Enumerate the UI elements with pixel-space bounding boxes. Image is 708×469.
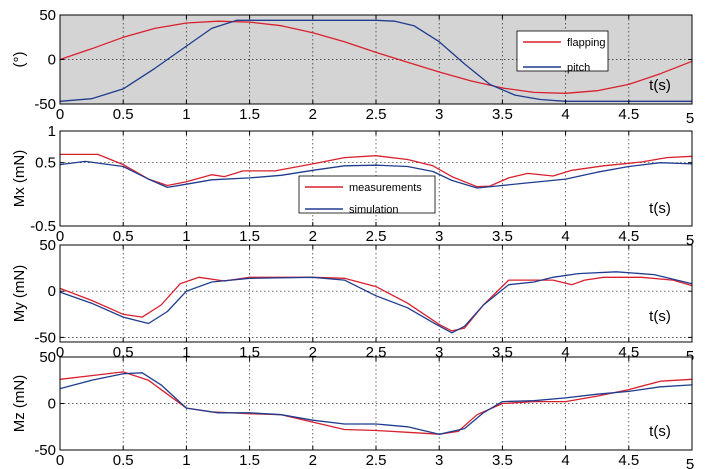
x-tick-label: 4.5: [618, 228, 639, 245]
x-tick-label: 1: [182, 452, 190, 469]
x-tick-label: 2: [309, 228, 317, 245]
legend-box: [516, 30, 609, 72]
y-tick-label: -0.5: [30, 218, 56, 235]
x-tick-label: 3: [435, 228, 443, 245]
series-line-measurements: [59, 371, 693, 435]
series-line-simulation: [59, 271, 693, 334]
legend-label-simulation: simulation: [349, 204, 399, 216]
y-tick-label: 0.5: [35, 155, 56, 172]
x-axis-label: t(s): [649, 77, 671, 94]
x-tick-label: 3: [435, 344, 443, 361]
x-tick-label: 3.5: [492, 106, 513, 123]
y-tick-label: 50: [39, 237, 56, 254]
x-tick-label: 0: [56, 452, 64, 469]
y-axis-label: My (mN): [11, 265, 28, 322]
series-line-measurements: [60, 153, 693, 188]
x-tick-label: 2: [309, 344, 317, 361]
legend-label-flapping: flapping: [567, 37, 606, 49]
x-tick-label: 0: [56, 344, 64, 361]
y-tick-label: -50: [34, 96, 56, 113]
x-tick-label: 3: [435, 452, 443, 469]
x-tick-label: 4: [561, 452, 569, 469]
x-tick-label: 5: [686, 232, 694, 249]
x-axis-label: t(s): [649, 200, 671, 217]
x-tick-label: 4: [561, 106, 569, 123]
panel-1: 0 0.5 1 1.5 2 2.5 3 3.5 4 4.5 5500-50(°)t(s)flappi…: [11, 7, 694, 127]
x-tick-label: 3: [435, 106, 443, 123]
x-tick-label: 0.5: [113, 452, 134, 469]
series-line-flapping: [59, 20, 693, 94]
y-tick-label: 50: [39, 349, 56, 366]
x-tick-label: 1.5: [239, 228, 260, 245]
legend: flapping pitch: [516, 30, 609, 74]
x-tick-label: 1.5: [239, 106, 260, 123]
x-tick-label: 3.5: [492, 452, 513, 469]
series-line-simulation: [59, 160, 693, 189]
legend: measurements simulation: [298, 175, 436, 216]
x-tick-label: 3.5: [492, 228, 513, 245]
legend-box: [298, 175, 436, 214]
x-axis-label: t(s): [649, 423, 671, 440]
x-tick-label: 1.5: [239, 452, 260, 469]
x-tick-label: 4: [561, 344, 569, 361]
series-line-measurements: [59, 276, 693, 332]
x-tick-label: 4.5: [618, 106, 639, 123]
y-tick-label: 0: [48, 283, 56, 300]
x-tick-label: 2: [309, 106, 317, 123]
series-line-simulation: [59, 372, 693, 435]
y-tick-label: 1: [48, 123, 56, 140]
x-tick-label: 1: [182, 228, 190, 245]
x-tick-label: 1: [182, 344, 190, 361]
series-line-pitch: [59, 19, 692, 102]
y-tick-label: 50: [39, 7, 56, 24]
y-axis-label: Mz (mN): [11, 375, 28, 432]
x-tick-label: 2.5: [366, 452, 387, 469]
x-tick-label: 0.5: [113, 106, 134, 123]
legend-label-pitch: pitch: [567, 62, 590, 74]
x-tick-label: 1: [182, 106, 190, 123]
y-axis-label: (°): [11, 52, 28, 68]
y-tick-label: -50: [34, 329, 56, 346]
x-tick-label: 4: [561, 228, 569, 245]
panel-2: 0 0.5 1 1.5 2 2.5 3 3.5 4 4.5 5 1 0.5 -0.5Mx (mN) t(s)…: [11, 123, 694, 249]
y-tick-label: 0: [48, 52, 56, 69]
x-axis-label: t(s): [649, 308, 671, 325]
x-tick-label: 0: [56, 228, 64, 245]
x-tick-label: 0.5: [113, 228, 134, 245]
x-tick-label: 5: [686, 456, 694, 469]
y-tick-label: 0: [48, 396, 56, 413]
x-tick-label: 5: [686, 110, 694, 127]
x-tick-label: 2.5: [366, 228, 387, 245]
x-tick-label: 0: [56, 106, 64, 123]
x-tick-label: 2: [309, 452, 317, 469]
y-axis-label: Mx (mN): [11, 150, 28, 207]
y-tick-label: -50: [34, 442, 56, 459]
legend-label-measurements: measurements: [349, 182, 422, 194]
x-tick-label: 2.5: [366, 106, 387, 123]
x-tick-label: 4.5: [618, 452, 639, 469]
